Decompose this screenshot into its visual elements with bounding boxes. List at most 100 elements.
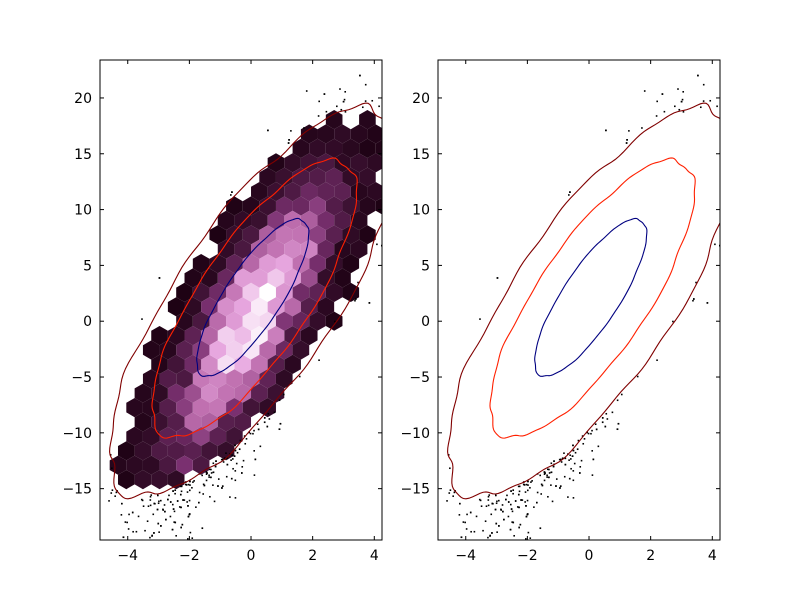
- outlier-point: [127, 542, 129, 544]
- hexbin-cell: [284, 354, 301, 375]
- x-tick-label: 4: [370, 548, 379, 564]
- outlier-point: [518, 485, 521, 488]
- hexbin-cell: [192, 369, 210, 389]
- hexbin-cell: [317, 153, 335, 173]
- outlier-point: [536, 501, 538, 504]
- y-tick-label: 15: [412, 147, 430, 163]
- outlier-point: [550, 484, 552, 486]
- outlier-point: [453, 491, 456, 494]
- outlier-point: [505, 498, 507, 501]
- outlier-point: [140, 498, 143, 501]
- outlier-point: [225, 475, 228, 478]
- hexbin-cell: [325, 282, 343, 303]
- outlier-point: [449, 489, 452, 491]
- x-tick-label: 2: [308, 548, 317, 564]
- outlier-point: [124, 545, 126, 547]
- hexbin-cell: [259, 311, 276, 331]
- outlier-point: [518, 526, 520, 529]
- outlier-point: [128, 513, 130, 516]
- hexbin-cell: [151, 326, 168, 346]
- hexbin-cell: [234, 239, 252, 259]
- outlier-point: [158, 531, 160, 533]
- outlier-point: [388, 106, 390, 108]
- outlier-point: [153, 544, 155, 546]
- outlier-point: [111, 467, 113, 470]
- x-tick-label: −2: [179, 548, 200, 564]
- outlier-point: [693, 298, 695, 300]
- outlier-point: [142, 505, 145, 507]
- hexbin-cell: [259, 254, 276, 274]
- outlier-point: [354, 299, 356, 302]
- outlier-point: [526, 513, 529, 516]
- outlier-point: [459, 502, 461, 505]
- outlier-point: [212, 462, 215, 465]
- outlier-point: [325, 110, 328, 113]
- hexbin-cell: [151, 441, 168, 461]
- hexbin-cell: [300, 268, 318, 288]
- outlier-point: [201, 527, 204, 530]
- outlier-point: [571, 455, 574, 457]
- outlier-point: [178, 506, 181, 508]
- outlier-point: [507, 501, 510, 503]
- outlier-point: [605, 412, 608, 415]
- outlier-point: [174, 492, 176, 495]
- outlier-point: [132, 540, 134, 542]
- outlier-point: [187, 483, 190, 486]
- outlier-point: [487, 536, 489, 539]
- outlier-point: [581, 435, 584, 437]
- outlier-point: [323, 93, 326, 95]
- outlier-point: [203, 484, 206, 487]
- outlier-point: [231, 454, 233, 457]
- outlier-point: [156, 508, 159, 511]
- outlier-point: [181, 523, 184, 526]
- outlier-point: [172, 508, 175, 510]
- hexbin-cell: [284, 182, 301, 202]
- outlier-point: [677, 0, 679, 2]
- hexbin-cell: [209, 398, 227, 418]
- outlier-point: [572, 470, 575, 472]
- outlier-point: [524, 491, 527, 493]
- outlier-point: [158, 277, 161, 279]
- hexbin-cell: [309, 225, 326, 245]
- hexbin-cell: [176, 282, 193, 303]
- outlier-point: [512, 492, 514, 495]
- outlier-point: [119, 579, 121, 581]
- outlier-point: [254, 458, 257, 461]
- outlier-point: [484, 520, 487, 523]
- outlier-point: [141, 499, 144, 502]
- hexbin-cell: [134, 383, 152, 403]
- outlier-point: [482, 529, 484, 532]
- outlier-point: [282, 393, 285, 396]
- outlier-point: [656, 100, 658, 103]
- outlier-point: [192, 481, 194, 483]
- outlier-point: [530, 481, 532, 483]
- outlier-point: [210, 476, 212, 479]
- outlier-point: [213, 500, 216, 503]
- hexbin-cell: [142, 340, 160, 360]
- outlier-point: [695, 281, 697, 284]
- outlier-point: [110, 492, 113, 494]
- outlier-point: [376, 243, 378, 246]
- outlier-point: [253, 429, 255, 432]
- hexbin-cell: [217, 383, 235, 403]
- outlier-point: [716, 105, 718, 108]
- hexbin-cell: [251, 354, 268, 375]
- outlier-point: [477, 564, 479, 566]
- outlier-point: [550, 471, 553, 474]
- outlier-point: [126, 521, 128, 524]
- outlier-point: [672, 320, 674, 323]
- outlier-point: [674, 105, 676, 108]
- outlier-point: [544, 472, 546, 474]
- outlier-point: [524, 501, 526, 503]
- outlier-point: [149, 504, 152, 507]
- outlier-point: [124, 521, 127, 523]
- outlier-point: [279, 422, 282, 425]
- outlier-point: [215, 460, 217, 462]
- outlier-point: [278, 428, 281, 431]
- outlier-point: [135, 530, 138, 533]
- outlier-point: [677, 88, 679, 90]
- outlier-point: [180, 506, 182, 509]
- hexbin-cell: [167, 441, 185, 461]
- hexbin-cell: [242, 369, 260, 389]
- outlier-point: [244, 442, 247, 445]
